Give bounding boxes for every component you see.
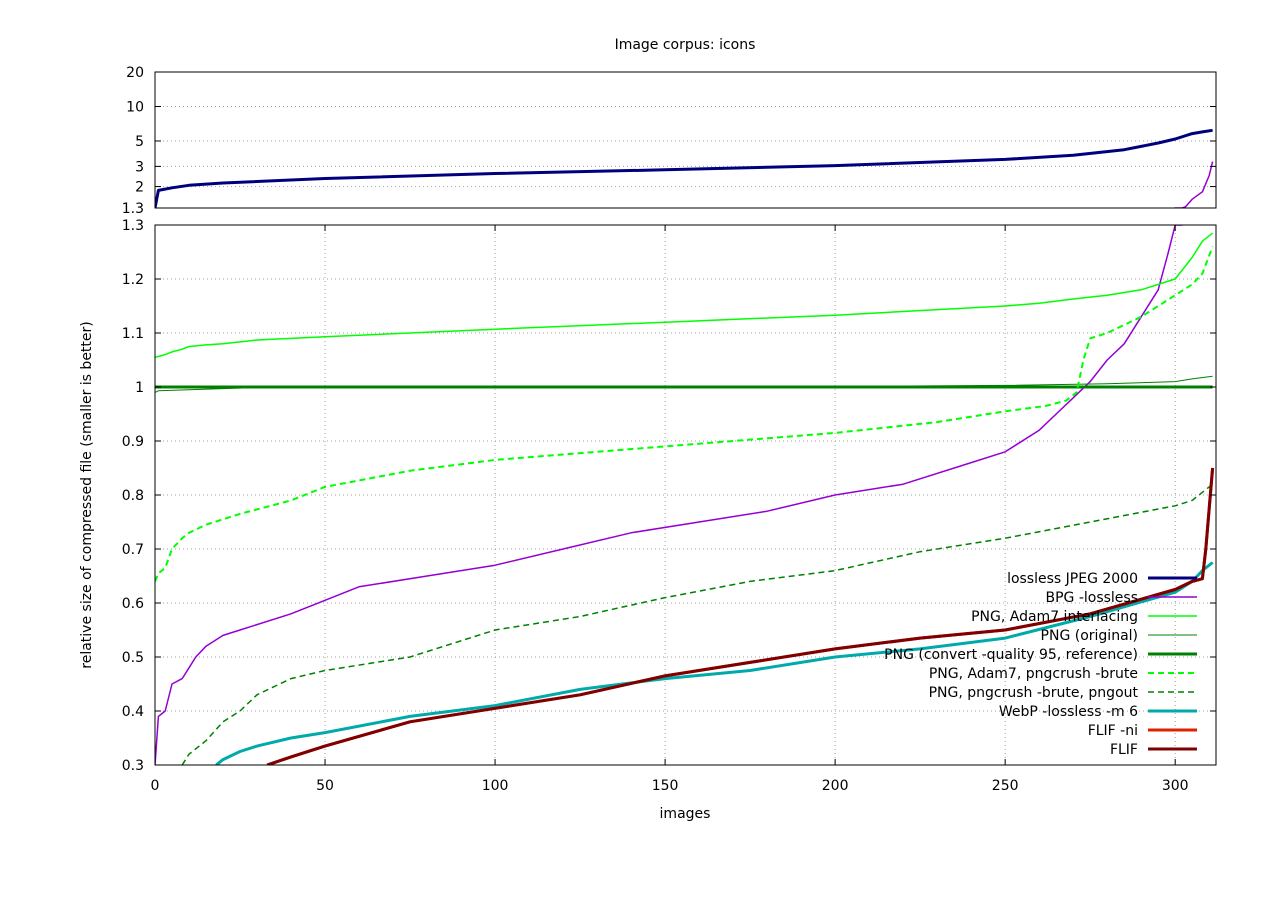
y-tick-label-top: 2 [135,180,144,196]
series-flif-bottom [266,467,1215,765]
grid [155,105,1216,765]
legend-label: BPG -lossless [1045,590,1138,606]
series-png-adam7-interlacing-bottom [155,232,1214,359]
legend-label: FLIF -ni [1088,723,1138,739]
legend-label: WebP -lossless -m 6 [999,704,1138,720]
ticks: 1.3 2 3 5 10 20 0.3 0.4 0.5 0.6 0.7 0.8 0.9 1 1.1 1.2 1.… [122,65,1216,794]
legend-label: PNG, Adam7, pngcrush -brute [929,666,1138,682]
y-axis-label: relative size of compressed file (smalle… [79,321,95,668]
legend-label: PNG (convert -quality 95, reference) [884,647,1138,663]
x-tick-label: 300 [1162,778,1189,794]
y-tick-label-bottom: 0.9 [122,434,144,450]
x-tick-label: 0 [151,778,160,794]
legend-label: PNG, pngcrush -brute, pngout [929,685,1139,701]
x-tick-label: 100 [482,778,509,794]
y-tick-label-top: 20 [126,65,144,81]
y-tick-label-bottom: 0.3 [122,758,144,774]
y-tick-label-top: 1.3 [122,201,144,217]
x-tick-label: 50 [316,778,334,794]
y-tick-label-bottom: 1.1 [122,326,144,342]
series-group [155,128,1215,765]
legend-label: FLIF [1110,742,1138,758]
x-tick-label: 250 [992,778,1019,794]
y-tick-label-bottom: 0.4 [122,704,144,720]
series-lossless-jpeg-2000-top [155,128,1213,208]
series-lossless-jpeg-2000-bottom [155,225,157,226]
legend-label: PNG (original) [1041,628,1138,644]
x-tick-label: 200 [822,778,849,794]
y-tick-label-top: 10 [126,99,144,115]
top-panel-frame [154,71,1217,209]
legend-label: PNG, Adam7 interlacing [971,609,1138,625]
y-tick-label-bottom: 0.7 [122,542,144,558]
legend-label: lossless JPEG 2000 [1007,571,1138,587]
y-tick-label-bottom: 0.6 [122,596,144,612]
y-tick-label-bottom: 0.8 [122,488,144,504]
x-axis-label: images [660,806,711,822]
y-tick-label-bottom: 0.5 [122,650,144,666]
legend: lossless JPEG 2000 BPG -lossless PNG, Adam… [884,571,1197,758]
series-bpg-lossless-bottom [155,225,1183,765]
series-webp-lossless-m-6-bottom [215,561,1214,765]
series-png-original-bottom [155,375,1213,393]
y-tick-label-top: 5 [135,134,144,150]
y-tick-label-bottom: 1.2 [122,272,144,288]
series-png-adam7-pngcrush-brute-bottom [155,246,1214,582]
chart-title: Image corpus: icons [615,37,756,53]
bottom-panel-frame [154,224,1217,766]
y-tick-label-top: 3 [135,159,144,175]
y-tick-label-bottom: 1 [135,380,144,396]
y-tick-label-bottom: 1.3 [122,218,144,234]
x-tick-label: 150 [652,778,679,794]
series-png-pngcrush-brute-pngout-bottom [181,483,1214,765]
